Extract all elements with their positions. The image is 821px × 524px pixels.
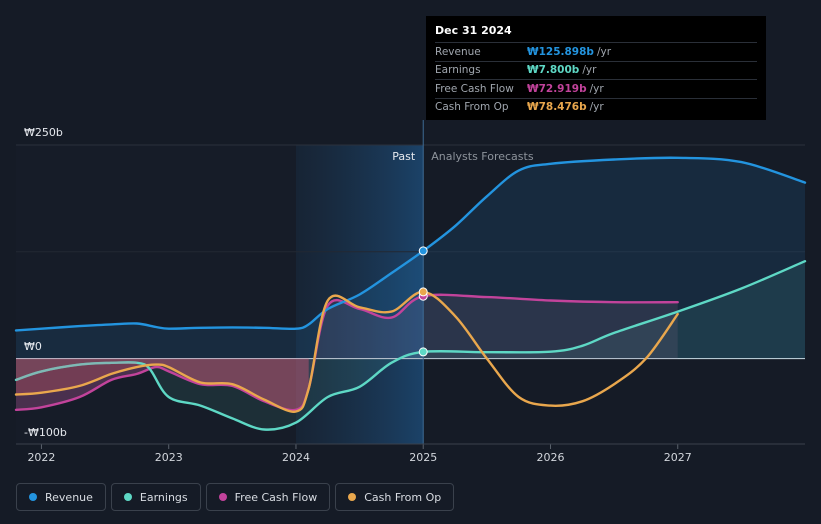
cfo-marker: [418, 287, 428, 297]
tooltip-label: Revenue: [435, 45, 481, 58]
tooltip-unit: /yr: [589, 82, 604, 95]
x-tick-label: 2024: [282, 451, 310, 464]
tooltip-value: ₩125.898b: [527, 45, 594, 58]
cfo-line: [14, 290, 679, 413]
revenue-area: [16, 157, 805, 359]
tooltip-label: Earnings: [435, 64, 481, 77]
x-tick-label: 2025: [409, 451, 437, 464]
legend-label: Earnings: [139, 490, 188, 504]
cfo-area: [16, 358, 309, 412]
forecast-label: Analysts Forecasts: [431, 150, 534, 163]
legend-label: Cash From Op: [364, 490, 442, 504]
y-tick-label: ₩0: [24, 340, 42, 353]
chart-canvas: Past Analysts Forecasts ₩250b ₩0 -₩100b 2022 2…: [14, 120, 807, 464]
tooltip-unit: /yr: [582, 64, 597, 77]
past-label: Past: [392, 150, 416, 163]
legend-dot-icon: [348, 493, 357, 501]
tooltip-date: Dec 31 2024: [435, 24, 512, 37]
legend-dot-icon: [123, 493, 132, 501]
legend: Revenue Earnings Free Cash Flow Cash Fro…: [16, 483, 455, 511]
fcf-area: [16, 358, 309, 411]
legend-label: Free Cash Flow: [234, 490, 318, 504]
x-tick-label: 2027: [664, 451, 692, 464]
tooltip-value: ₩72.919b: [527, 82, 587, 95]
x-tick-label: 2022: [27, 451, 55, 464]
legend-dot-icon: [29, 493, 37, 501]
legend-item-fcf[interactable]: Free Cash Flow: [205, 483, 331, 511]
legend-label: Revenue: [45, 490, 93, 504]
legend-dot-icon: [218, 493, 227, 501]
earnings-faded-line: [15, 361, 137, 382]
legend-item-revenue[interactable]: Revenue: [16, 483, 106, 511]
earnings-area: [16, 261, 805, 430]
x-tick-label: 2023: [155, 451, 183, 464]
x-tick-label: 2026: [536, 451, 564, 464]
tooltip-row-earnings: Earnings ₩7.800b /yr: [435, 60, 757, 80]
tooltip-label: Free Cash Flow: [435, 82, 514, 95]
tooltip: Dec 31 2024 Revenue ₩125.898b /yr Earnin…: [426, 16, 766, 120]
tooltip-row-fcf: Free Cash Flow ₩72.919b /yr: [435, 79, 757, 98]
y-tick-label: -₩100b: [24, 426, 67, 439]
tooltip-unit: /yr: [589, 101, 604, 114]
earnings-marker: [418, 347, 428, 357]
revenue-marker: [418, 246, 428, 256]
tooltip-label: Cash From Op: [435, 101, 509, 114]
legend-item-cfo[interactable]: Cash From Op: [335, 483, 455, 511]
tooltip-unit: /yr: [596, 45, 612, 58]
tooltip-row-cfo: Cash From Op ₩78.476b /yr: [435, 97, 757, 117]
legend-item-earnings[interactable]: Earnings: [110, 483, 201, 511]
tooltip-value: ₩7.800b: [527, 64, 580, 77]
tooltip-row-revenue: Revenue ₩125.898b /yr: [435, 42, 757, 61]
fcf-forecast-area: [16, 294, 678, 411]
tooltip-value: ₩78.476b: [527, 101, 587, 114]
y-tick-label: ₩250b: [24, 126, 63, 139]
revenue-line: [14, 156, 807, 332]
